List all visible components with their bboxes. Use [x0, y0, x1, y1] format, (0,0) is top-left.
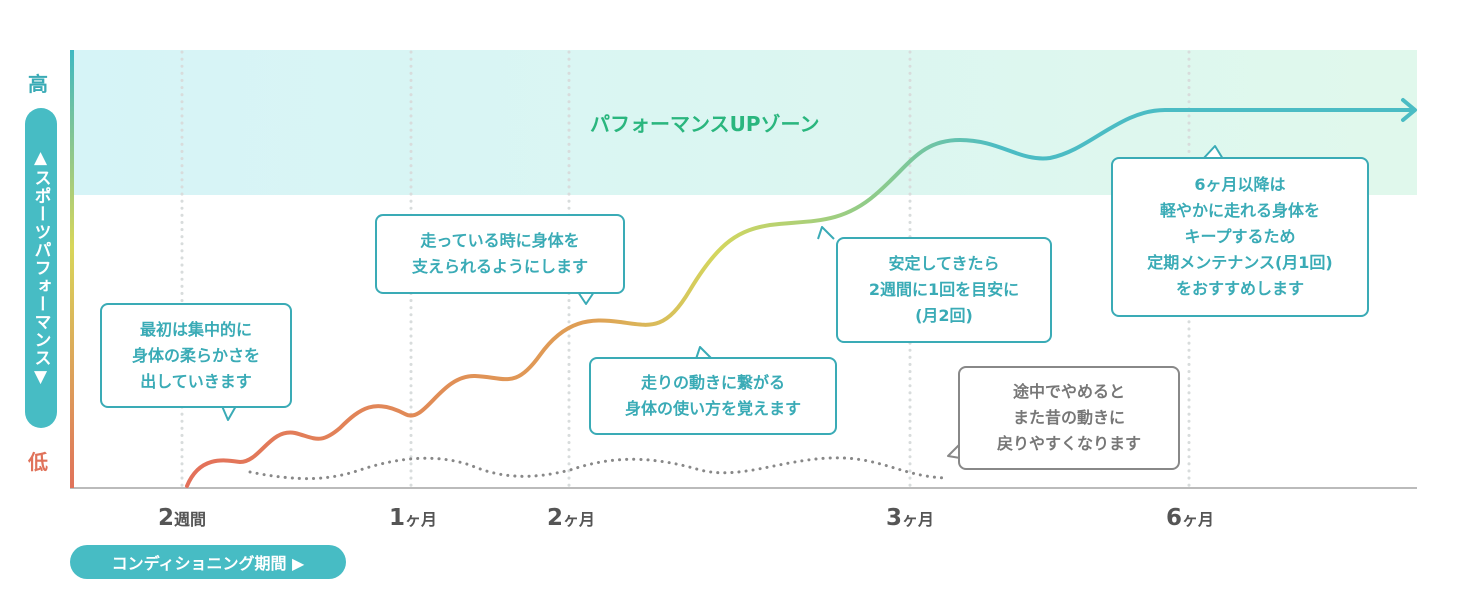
callout-quit-warning: 途中でやめると また昔の動きに 戻りやすくなります — [958, 366, 1180, 470]
x-tick-2-weeks: 2週間 — [157, 505, 207, 531]
y-axis-title-pill: ▲スポーツパフォーマンス▼ — [25, 108, 57, 428]
x-tick-3-months: 3ヶ月 — [885, 505, 935, 531]
x-tick-1-month: 1ヶ月 — [388, 505, 438, 531]
y-axis-low-label: 低 — [28, 450, 48, 474]
zone-label: パフォーマンスUPゾーン — [590, 112, 820, 136]
dotted-dropoff-curve — [248, 456, 947, 481]
callout-stable: 安定してきたら 2週間に1回を目安に (月2回) — [836, 237, 1052, 343]
callout-tails — [221, 145, 1224, 459]
y-axis-line — [70, 50, 74, 488]
callout-maintenance: 6ヶ月以降は 軽やかに走れる身体を キープするため 定期メンテナンス(月1回) … — [1111, 157, 1369, 317]
y-axis-high-label: 高 — [28, 72, 48, 96]
callout-support-body: 走っている時に身体を 支えられるようにします — [375, 214, 625, 294]
arrow-head-icon — [1401, 98, 1417, 122]
x-axis-title-pill: コンディショニング期間 ▶ — [70, 545, 346, 579]
x-tick-2-months: 2ヶ月 — [546, 505, 596, 531]
callout-initial: 最初は集中的に 身体の柔らかさを 出していきます — [100, 303, 292, 408]
x-tick-6-months: 6ヶ月 — [1165, 505, 1215, 531]
performance-curve — [185, 108, 1412, 488]
callout-movement: 走りの動きに繋がる 身体の使い方を覚えます — [589, 357, 837, 435]
